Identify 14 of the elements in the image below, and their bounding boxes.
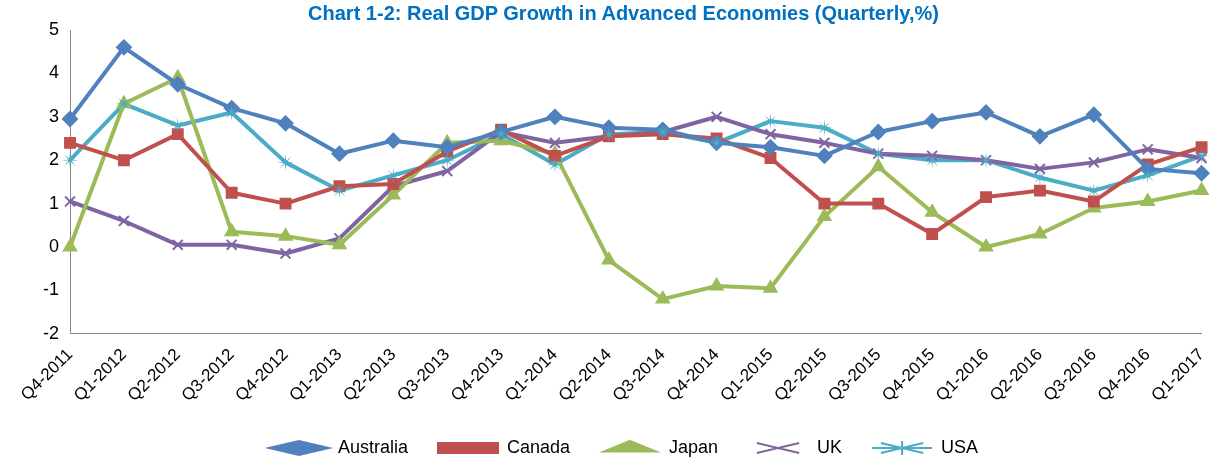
legend-label: UK [817,436,843,457]
legend-label: USA [941,436,979,457]
legend-label: Australia [337,436,409,457]
legend-label: Japan [669,436,719,457]
y-tick-label: 4 [48,62,59,83]
legend-label: Canada [506,436,571,457]
chart-title: Chart 1-2: Real GDP Growth in Advanced Economies (Quarterly,%) [308,1,939,24]
y-tick-label: 3 [48,105,59,126]
y-tick-label: 0 [48,235,59,256]
y-tick-label: 1 [48,192,59,213]
y-tick-label: -2 [42,322,59,343]
y-tick-label: -1 [42,279,59,300]
y-tick-label: 5 [48,18,59,39]
y-tick-label: 2 [48,149,59,170]
